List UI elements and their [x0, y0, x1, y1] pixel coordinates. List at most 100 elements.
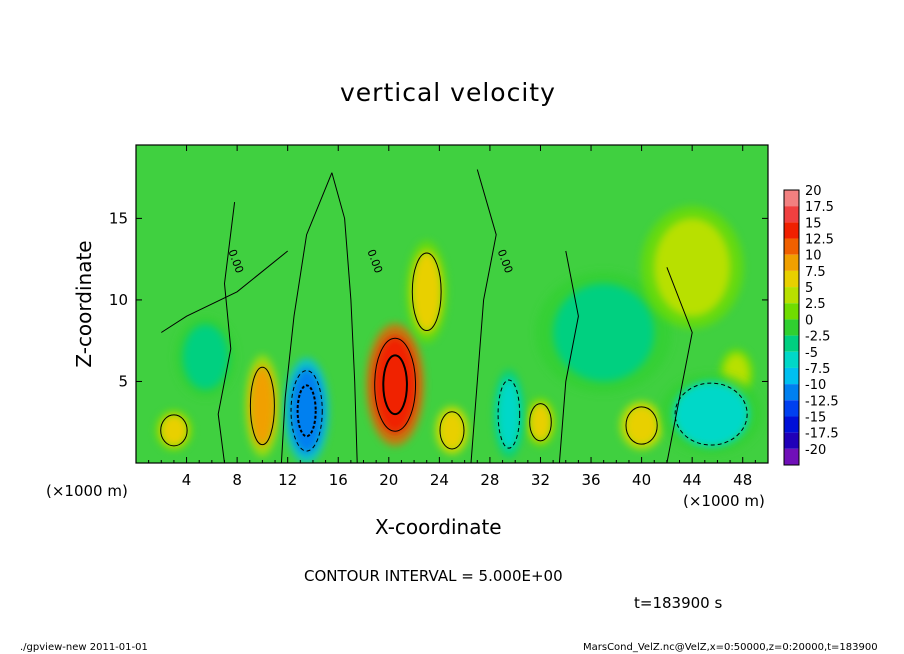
colorbar-label: -12.5	[805, 394, 839, 409]
colorbar-label: 17.5	[805, 200, 834, 215]
x-axis-label: X-coordinate	[375, 515, 502, 539]
x-tick-label: 4	[182, 471, 192, 489]
contour-line	[674, 382, 748, 446]
velocity-cell	[659, 373, 763, 455]
colorbar-label: 20	[805, 184, 822, 199]
zero-contour	[558, 250, 579, 463]
contour-line	[160, 414, 188, 447]
velocity-cell-core	[160, 414, 188, 447]
contour-line	[249, 366, 275, 446]
colorbar-swatch	[784, 384, 799, 401]
colorbar-swatch	[784, 416, 799, 433]
colorbar-swatch	[784, 335, 799, 352]
velocity-cell-core	[439, 410, 465, 450]
colorbar-swatch	[784, 432, 799, 449]
x-tick-label: 32	[531, 471, 550, 489]
zero-contour	[161, 250, 289, 333]
x-tick-label: 48	[733, 471, 752, 489]
contour-interval-text: CONTOUR INTERVAL = 5.000E+00	[304, 567, 563, 585]
colorbar-swatch	[784, 319, 799, 336]
x-tick-label: 12	[278, 471, 297, 489]
velocity-cell	[619, 401, 664, 450]
x-tick-label: 40	[632, 471, 651, 489]
colorbar-swatch	[784, 206, 799, 223]
velocity-cell	[366, 323, 425, 446]
velocity-cell-core	[654, 218, 731, 317]
velocity-cell-core	[553, 283, 655, 382]
colorbar-swatch	[784, 190, 799, 207]
time-text: t=183900 s	[634, 594, 723, 612]
velocity-cell	[640, 206, 744, 329]
contour-line	[625, 406, 658, 445]
velocity-cell-core	[182, 324, 229, 390]
contour-line	[290, 370, 323, 452]
colorbar-label: 7.5	[805, 265, 826, 280]
x-tick-label: 8	[232, 471, 242, 489]
x-tick-label: 36	[581, 471, 600, 489]
velocity-cell	[434, 405, 470, 455]
colorbar-swatch	[784, 238, 799, 255]
velocity-cell-core	[625, 405, 659, 446]
colorbar-label: -17.5	[805, 427, 839, 442]
x-unit-right: (×1000 m)	[683, 492, 765, 510]
colorbar-label: -15	[805, 410, 826, 425]
contour-line	[529, 403, 552, 442]
velocity-cell	[406, 240, 448, 343]
velocity-cell-core	[249, 365, 276, 447]
colorbar-swatch	[784, 254, 799, 271]
velocity-cell	[245, 354, 280, 457]
colorbar-label: -10	[805, 378, 826, 393]
x-tick-label: 44	[683, 471, 702, 489]
x-tick-label: 20	[379, 471, 398, 489]
zero-contour	[331, 172, 358, 463]
velocity-cell-core	[529, 402, 552, 442]
x-tick-label: 28	[480, 471, 499, 489]
y-axis-label: Z-coordinate	[72, 240, 96, 368]
chart-title: vertical velocity	[340, 78, 556, 107]
colorbar-label: -7.5	[805, 362, 830, 377]
velocity-cell	[174, 316, 237, 398]
velocity-cell-core	[290, 368, 324, 454]
colorbar-swatch	[784, 448, 799, 465]
velocity-cell-core	[673, 381, 750, 447]
colorbar-label: 15	[805, 216, 822, 231]
contour-line	[497, 379, 521, 449]
velocity-cell	[284, 357, 329, 463]
contour-line	[296, 384, 317, 438]
contour-line	[374, 337, 417, 432]
y-tick-label: 10	[109, 291, 128, 309]
velocity-cell	[493, 369, 525, 459]
zero-contour	[280, 172, 333, 463]
y-tick-label: 5	[118, 372, 128, 390]
colorbar-label: 10	[805, 249, 822, 264]
colorbar-swatch	[784, 222, 799, 239]
y-tick-label: 15	[109, 209, 128, 227]
colorbar-label: -2.5	[805, 330, 830, 345]
colorbar-frame	[783, 189, 800, 466]
velocity-cell	[525, 397, 556, 447]
colorbar-swatch	[784, 303, 799, 320]
velocity-cell-core	[373, 335, 417, 434]
colorbar-label: -5	[805, 346, 818, 361]
colorbar-label: 5	[805, 281, 813, 296]
x-unit-left: (×1000 m)	[46, 482, 128, 500]
velocity-cell	[155, 410, 193, 451]
colorbar-swatch	[784, 270, 799, 288]
colorbar-label: -20	[805, 443, 826, 458]
colorbar-swatch	[784, 351, 799, 368]
colorbar-label: 0	[805, 313, 813, 328]
x-tick-label: 24	[430, 471, 449, 489]
zero-contour	[217, 202, 236, 463]
x-tick-label: 16	[329, 471, 348, 489]
velocity-cell-core	[411, 251, 442, 333]
contour-line	[411, 252, 442, 331]
zero-contour	[666, 267, 693, 463]
colorbar-swatch	[784, 400, 799, 417]
colorbar-swatch	[784, 287, 799, 304]
colorbar-label: 12.5	[805, 233, 834, 248]
zero-contour	[470, 169, 497, 463]
footer-right: MarsCond_VelZ.nc@VelZ,x=0:50000,z=0:2000…	[583, 642, 878, 653]
contour-line	[439, 411, 465, 450]
velocity-cell-core	[497, 378, 521, 450]
